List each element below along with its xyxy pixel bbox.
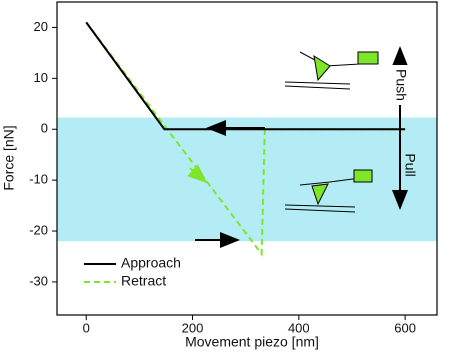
arrow: [187, 164, 208, 184]
annotation: Pull: [402, 153, 418, 176]
y-axis-label: Force [nN]: [1, 125, 17, 190]
label-bg: [392, 65, 408, 105]
annotation: Push: [393, 69, 409, 101]
cartoon-pull: [284, 169, 373, 213]
series-line: [85, 21, 406, 131]
y-tick-label: 10: [34, 70, 48, 85]
legend-label: Approach: [121, 255, 181, 271]
y-tick-label: -10: [29, 172, 48, 187]
x-tick-label: 600: [394, 320, 416, 335]
cartoon-push: [284, 51, 379, 90]
x-tick-label: 400: [288, 320, 310, 335]
decorations: [187, 46, 408, 248]
y-tick-label: -30: [29, 273, 48, 288]
y-tick-label: 0: [41, 121, 48, 136]
x-axis-label: Movement piezo [nm]: [185, 334, 319, 350]
x-tick-label: 0: [83, 320, 90, 335]
plot-frame: [56, 1, 438, 316]
y-tick-label: -20: [29, 222, 48, 237]
x-tick-label: 200: [182, 320, 204, 335]
y-tick-label: 20: [34, 19, 48, 34]
legend-label: Retract: [121, 273, 166, 289]
shaded-band: [57, 117, 437, 242]
